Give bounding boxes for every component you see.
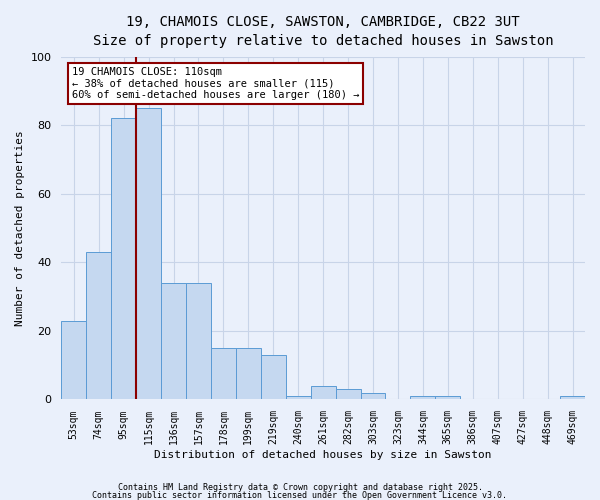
Text: Contains public sector information licensed under the Open Government Licence v3: Contains public sector information licen… xyxy=(92,490,508,500)
Bar xyxy=(335,389,361,400)
Bar xyxy=(311,386,335,400)
Title: 19, CHAMOIS CLOSE, SAWSTON, CAMBRIDGE, CB22 3UT
Size of property relative to det: 19, CHAMOIS CLOSE, SAWSTON, CAMBRIDGE, C… xyxy=(93,15,553,48)
Bar xyxy=(436,396,460,400)
Bar xyxy=(410,396,436,400)
Bar xyxy=(186,283,211,400)
Bar xyxy=(286,396,311,400)
Text: 19 CHAMOIS CLOSE: 110sqm
← 38% of detached houses are smaller (115)
60% of semi-: 19 CHAMOIS CLOSE: 110sqm ← 38% of detach… xyxy=(72,67,359,100)
Bar xyxy=(61,320,86,400)
Bar xyxy=(136,108,161,400)
Bar xyxy=(361,392,385,400)
Bar xyxy=(211,348,236,400)
Bar xyxy=(86,252,111,400)
Bar xyxy=(161,283,186,400)
X-axis label: Distribution of detached houses by size in Sawston: Distribution of detached houses by size … xyxy=(154,450,492,460)
Y-axis label: Number of detached properties: Number of detached properties xyxy=(15,130,25,326)
Text: Contains HM Land Registry data © Crown copyright and database right 2025.: Contains HM Land Registry data © Crown c… xyxy=(118,483,482,492)
Bar xyxy=(261,355,286,400)
Bar xyxy=(111,118,136,400)
Bar xyxy=(560,396,585,400)
Bar xyxy=(236,348,261,400)
